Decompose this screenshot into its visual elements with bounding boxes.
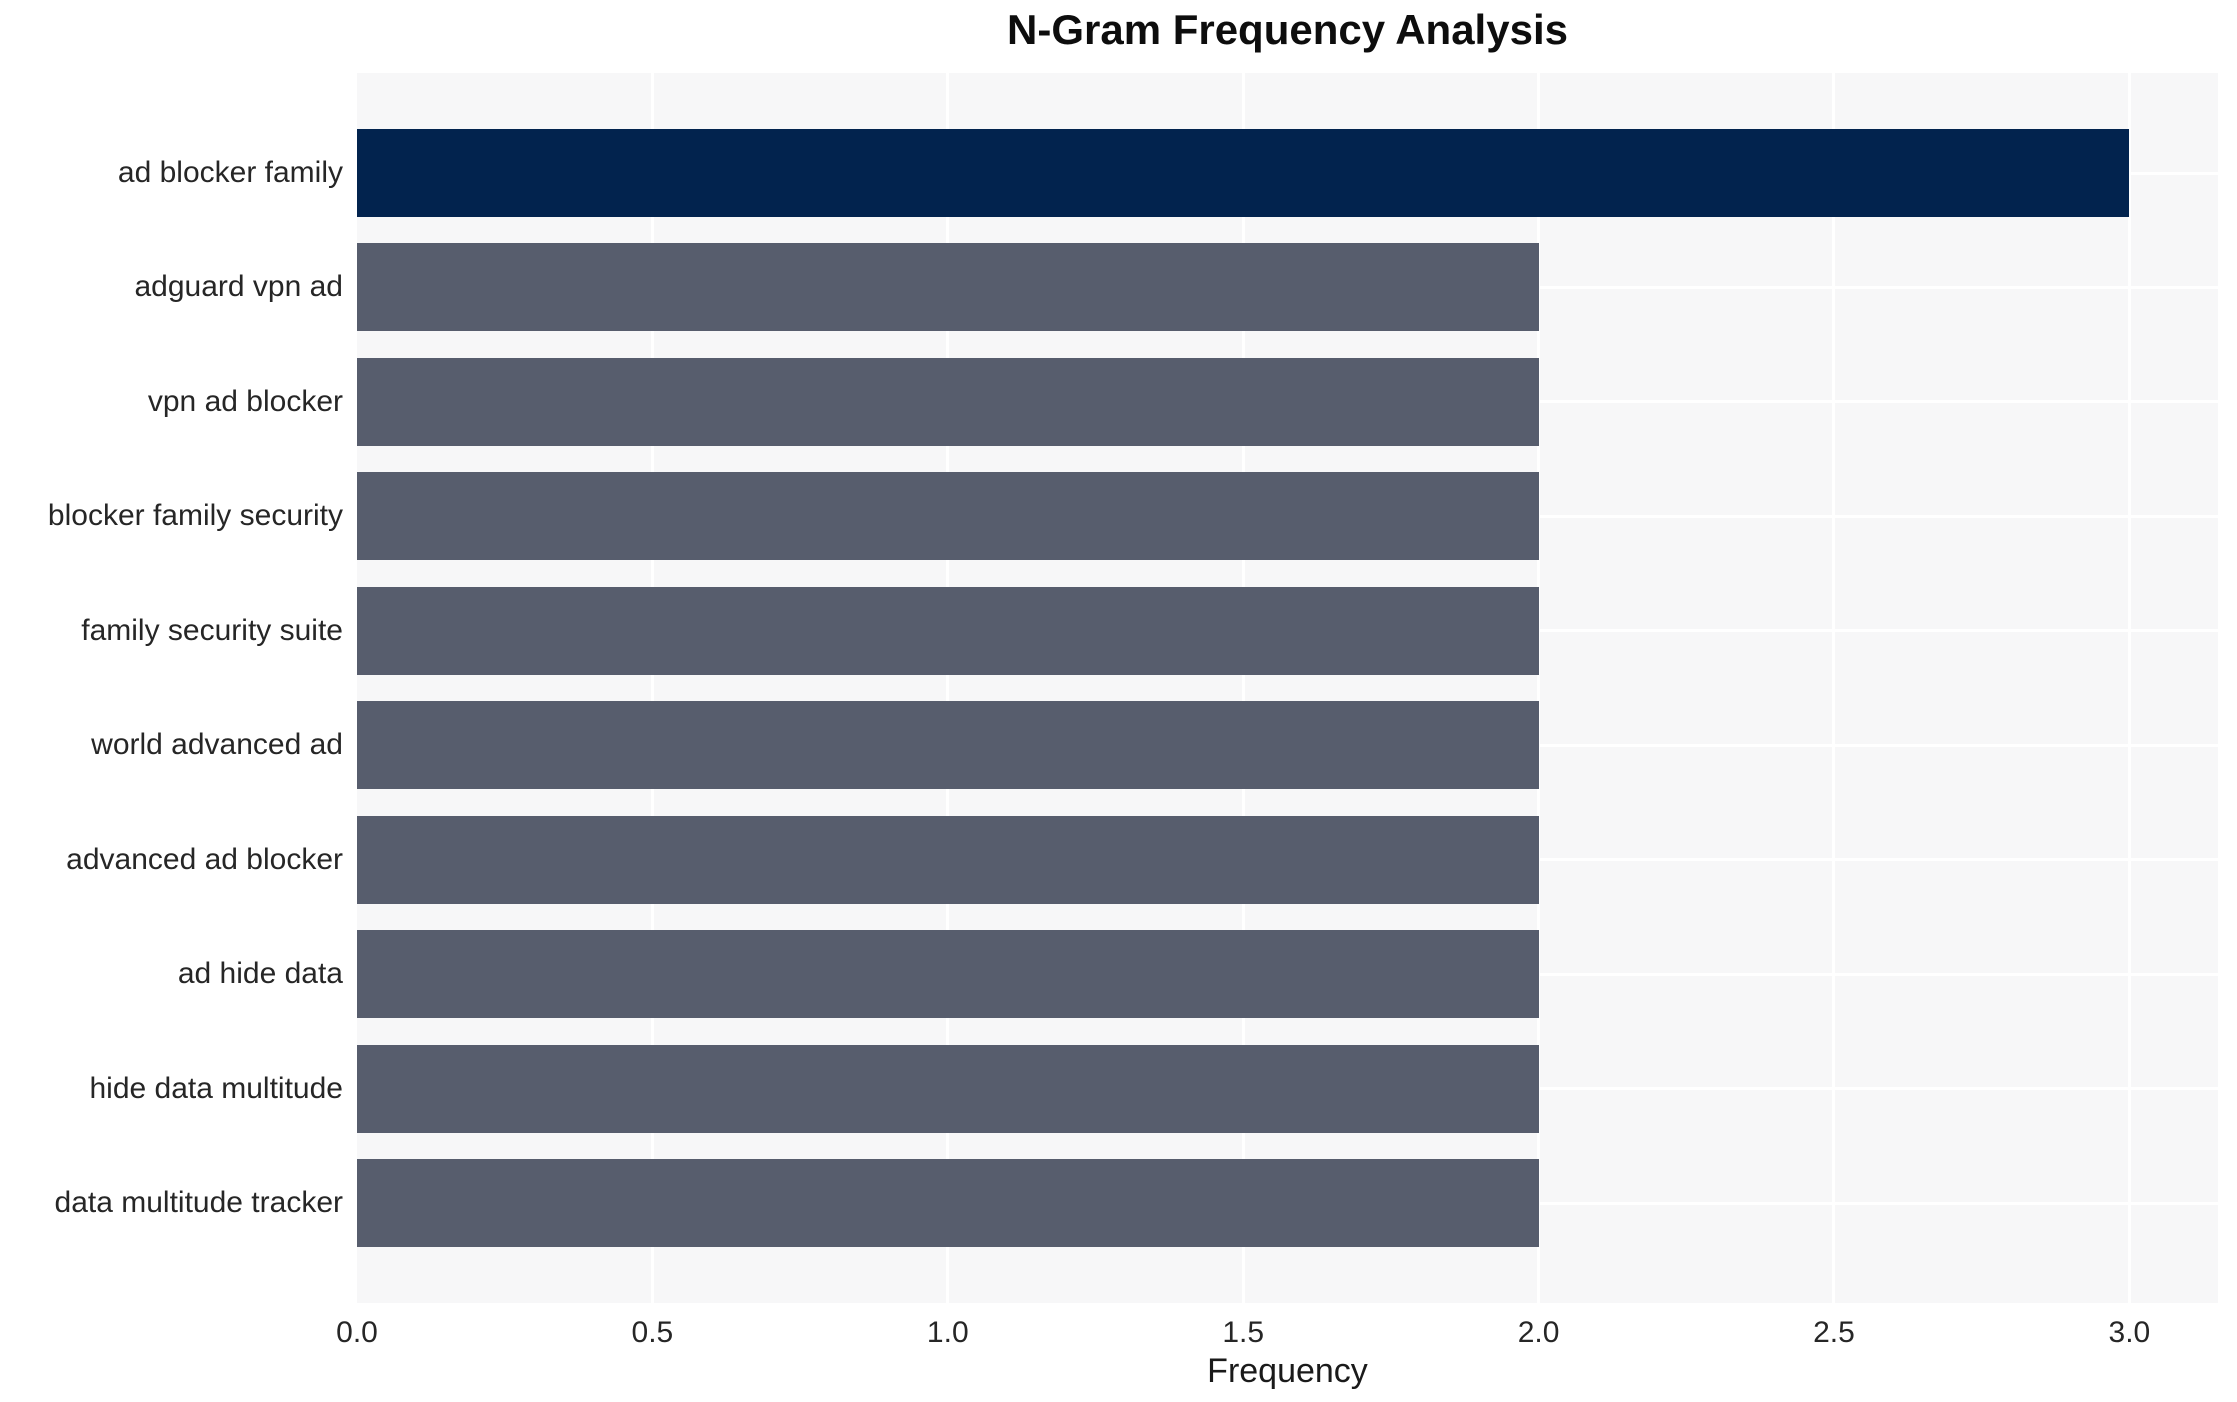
gridline-vertical: [2127, 73, 2131, 1303]
y-axis-label: adguard vpn ad: [134, 270, 343, 304]
bar-hide-data-multitude: [357, 1044, 1539, 1133]
y-axis-label: vpn ad blocker: [147, 384, 343, 418]
x-tick-label: 0.0: [336, 1316, 378, 1349]
y-axis-label: world advanced ad: [91, 728, 343, 762]
gridline-vertical: [1537, 73, 1541, 1303]
gridline-vertical: [1832, 73, 1836, 1303]
gridline-vertical: [1241, 73, 1245, 1303]
bar-advanced-ad-blocker: [357, 815, 1539, 904]
chart-title: N-Gram Frequency Analysis: [1007, 6, 1568, 53]
gridline-vertical: [650, 73, 654, 1303]
x-tick-label: 2.0: [1517, 1316, 1560, 1349]
bar-blocker-family-security: [357, 472, 1539, 561]
bar-ad-hide-data: [357, 930, 1539, 1019]
y-axis-label: data multitude tracker: [54, 1186, 343, 1219]
y-axis-label: family security suite: [81, 613, 343, 647]
bar-vpn-ad-blocker: [357, 357, 1539, 446]
y-axis-label: advanced ad blocker: [66, 842, 343, 876]
bar-data-multitude-tracker: [357, 1159, 1539, 1247]
x-tick-label: 2.5: [1813, 1316, 1855, 1349]
plot-area: [357, 73, 2218, 1303]
x-tick-label: 1.0: [926, 1316, 969, 1349]
y-axis-label: ad hide data: [177, 957, 343, 991]
y-axis-label: hide data multitude: [89, 1071, 343, 1105]
x-tick-label: 3.0: [2108, 1316, 2151, 1349]
bar-ad-blocker-family: [357, 129, 2130, 217]
y-axis-label: blocker family security: [47, 499, 343, 533]
x-axis-title: Frequency: [1207, 1352, 1368, 1390]
bar-family-security-suite: [357, 586, 1539, 675]
bar-world-advanced-ad: [357, 701, 1539, 790]
bar-adguard-vpn-ad: [357, 243, 1539, 332]
x-tick-label: 1.5: [1222, 1316, 1265, 1349]
y-axis-label: ad blocker family: [117, 156, 343, 189]
x-tick-label: 0.5: [631, 1316, 674, 1349]
gridline-vertical: [946, 73, 950, 1303]
